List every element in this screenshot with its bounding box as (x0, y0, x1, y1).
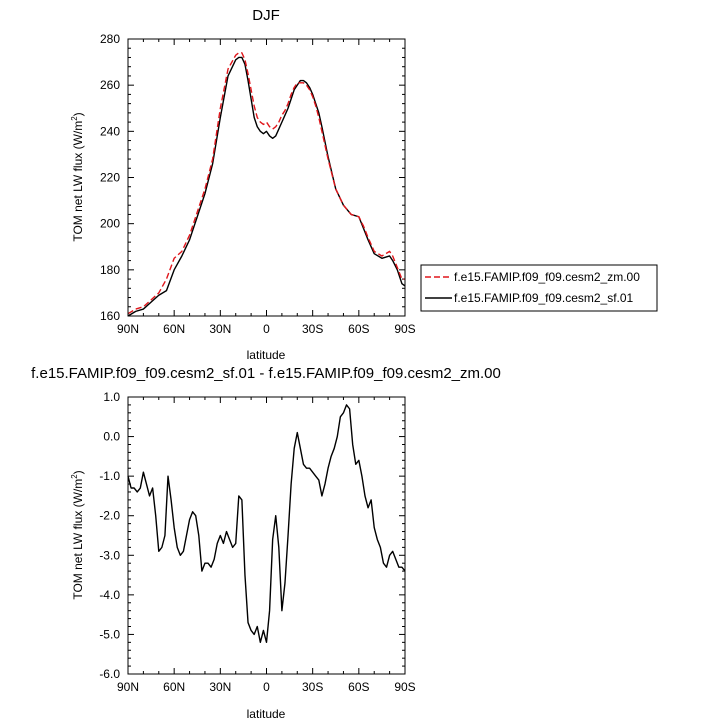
x-tick-label: 90N (117, 680, 139, 694)
y-tick-label: -2.0 (99, 509, 120, 523)
series-line-0 (127, 404, 406, 644)
x-tick-label: 30S (302, 322, 323, 336)
x-tick-label: 0 (263, 680, 270, 694)
y-tick-label: 240 (100, 124, 120, 138)
y-tick-label: -6.0 (99, 667, 120, 681)
bottom-chart-title: f.e15.FAMIP.f09_f09.cesm2_sf.01 - f.e15.… (31, 365, 501, 382)
top-chart-xlabel: latitude (247, 348, 286, 362)
y-tick-label: -4.0 (99, 588, 120, 602)
bottom-chart-frame (127, 396, 406, 675)
bottom-chart: f.e15.FAMIP.f09_f09.cesm2_sf.01 - f.e15.… (31, 365, 501, 721)
bottom-chart-ylabel-main: TOM net LW flux (W/m (71, 479, 85, 600)
top-chart: DJF 90N 60N 30N 0 30S 60S 90S 160 180 200 220 240 26… (70, 7, 416, 362)
x-tick-label: 90S (394, 680, 415, 694)
x-tick-label: 30S (302, 680, 323, 694)
x-tick-label: 30N (209, 322, 231, 336)
y-tick-label: 180 (100, 263, 120, 277)
legend-label-sf01: f.e15.FAMIP.f09_f09.cesm2_sf.01 (454, 291, 634, 305)
series-line-1 (127, 56, 406, 317)
x-tick-label: 60N (163, 680, 185, 694)
y-tick-label: -3.0 (99, 548, 120, 562)
bottom-chart-ylabel-end: ) (71, 470, 85, 474)
x-tick-label: 60S (348, 680, 369, 694)
y-tick-label: 0.0 (103, 430, 120, 444)
top-chart-ylabel: TOM net LW flux (W/m2) (70, 112, 85, 241)
bottom-chart-series (127, 404, 406, 644)
y-tick-label: -1.0 (99, 469, 120, 483)
x-tick-label: 90S (394, 322, 415, 336)
x-tick-label: 0 (263, 322, 270, 336)
legend-label-zm00: f.e15.FAMIP.f09_f09.cesm2_zm.00 (454, 270, 640, 284)
legend-box (420, 264, 658, 312)
top-chart-frame (127, 38, 406, 317)
series-line-0 (127, 52, 405, 315)
bottom-chart-ylabel: TOM net LW flux (W/m2) (70, 470, 85, 599)
y-tick-label: 220 (100, 171, 120, 185)
bottom-chart-ticks: 90N 60N 30N 0 30S 60S 90S 1.0 0.0 -1.0 -2.0 -3.0 -4.… (99, 390, 415, 694)
legend: f.e15.FAMIP.f09_f09.cesm2_zm.00 f.e15.FA… (420, 264, 658, 312)
top-chart-ylabel-end: ) (71, 112, 85, 116)
top-chart-series (127, 52, 406, 317)
y-tick-label: -5.0 (99, 627, 120, 641)
top-chart-ylabel-sup: 2 (70, 116, 79, 121)
y-tick-label: 1.0 (103, 390, 120, 404)
x-tick-label: 90N (117, 322, 139, 336)
y-tick-label: 260 (100, 78, 120, 92)
top-chart-ylabel-main: TOM net LW flux (W/m (71, 121, 85, 242)
x-tick-label: 60N (163, 322, 185, 336)
bottom-chart-xlabel: latitude (247, 707, 286, 721)
y-tick-label: 280 (100, 32, 120, 46)
x-tick-label: 30N (209, 680, 231, 694)
x-tick-label: 60S (348, 322, 369, 336)
y-tick-label: 200 (100, 217, 120, 231)
bottom-chart-ylabel-sup: 2 (70, 474, 79, 479)
top-chart-ticks: 90N 60N 30N 0 30S 60S 90S 160 180 200 220 240 260 280 (100, 32, 416, 336)
y-tick-label: 160 (100, 309, 120, 323)
top-chart-title: DJF (252, 7, 280, 24)
